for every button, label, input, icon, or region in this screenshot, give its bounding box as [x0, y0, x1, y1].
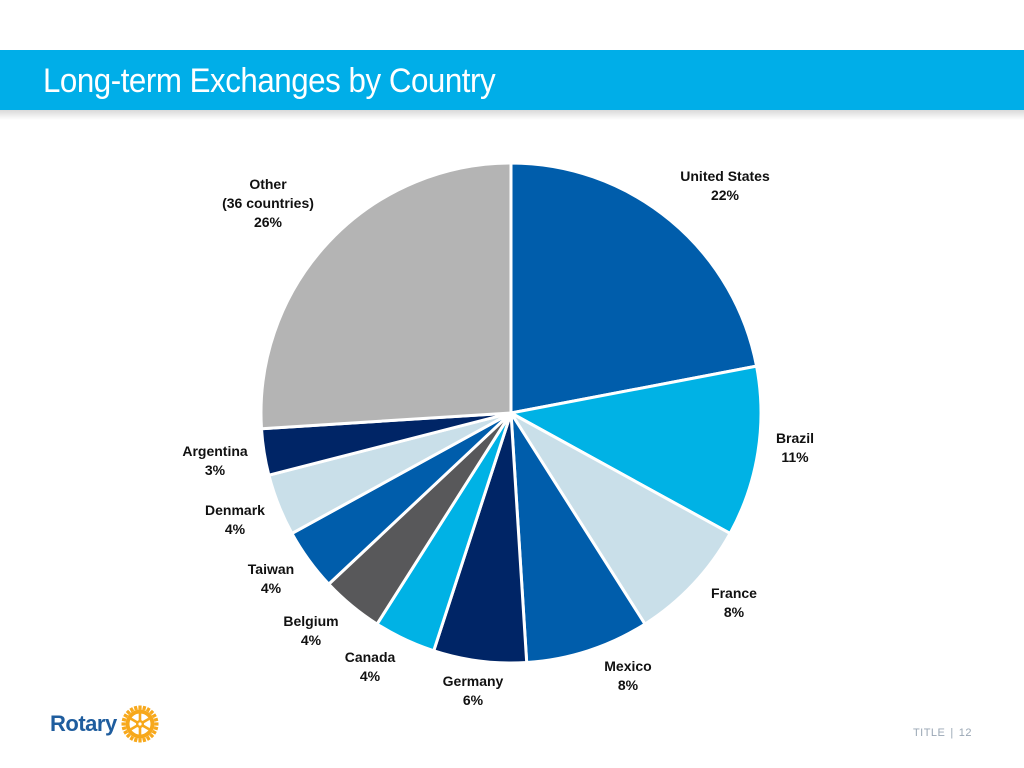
- rotary-logo: Rotary: [50, 704, 159, 744]
- pie-label-belgium: Belgium 4%: [283, 613, 338, 648]
- pie-slice-united-states: [509, 161, 759, 415]
- header-shadow: [0, 110, 1024, 120]
- footer: TITLE | 12: [913, 727, 972, 739]
- rotary-wheel-icon: [121, 705, 159, 743]
- pie-slice-brazil: [509, 364, 763, 535]
- header-band: [0, 50, 1024, 110]
- pie-label-taiwan: Taiwan 4%: [248, 561, 294, 596]
- pie-label-canada: Canada 4%: [345, 649, 396, 684]
- pie-slices: [259, 161, 763, 665]
- pie-label-denmark: Denmark 4%: [205, 502, 265, 537]
- footer-separator: |: [950, 727, 954, 739]
- pie-slice-france: [509, 411, 732, 626]
- pie-label-france: France 8%: [711, 585, 757, 620]
- pie-label-mexico: Mexico 8%: [604, 658, 651, 693]
- pie-label-argentina: Argentina 3%: [182, 443, 248, 478]
- pie-slice-other: [259, 161, 513, 431]
- pie-label-germany: Germany 6%: [443, 673, 504, 708]
- pie-labels: United States 22% Brazil 11% France 8% Mexico 8…: [182, 168, 814, 708]
- pie-slice-mexico: [509, 411, 647, 665]
- rotary-logo-text: Rotary: [50, 711, 117, 736]
- pie-label-other: Other (36 countries) 26%: [222, 176, 314, 230]
- pie-label-brazil: Brazil 11%: [776, 430, 814, 465]
- pie-label-united-states: United States 22%: [680, 168, 770, 203]
- page-number: 12: [958, 727, 972, 739]
- footer-label: TITLE: [912, 727, 946, 739]
- page-title: Long-term Exchanges by Country: [43, 62, 496, 100]
